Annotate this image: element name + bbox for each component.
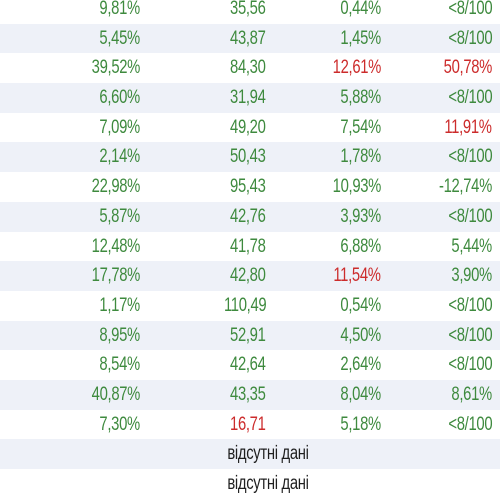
table-cell-c4: <8/100 (448, 354, 492, 376)
table-cell-c1: 5,87% (99, 205, 141, 227)
table-cell-c1: 1,17% (99, 294, 141, 316)
table-cell-c2: 42,64 (230, 354, 266, 376)
table-cell-c4: <8/100 (448, 413, 492, 435)
table-cell-c1: 39,52% (91, 57, 141, 79)
missing-data-row: відсутні дані (0, 469, 500, 499)
table-cell-c2: 84,30 (230, 57, 266, 79)
table-cell-c2: 42,80 (230, 265, 266, 287)
table-cell-c4: 3,90% (451, 265, 493, 287)
table-cell-c4: <8/100 (448, 0, 492, 19)
table-cell-c4: 8,61% (451, 383, 493, 405)
table-cell-c3: 4,50% (340, 324, 382, 346)
table-cell-c1: 7,30% (99, 413, 141, 435)
table-row: 12,48% 41,78 6,88% 5,44% (0, 232, 500, 262)
table-cell-c3: 6,88% (340, 235, 382, 257)
table-cell-c4: <8/100 (448, 294, 492, 316)
table-cell-c2: 49,20 (230, 116, 266, 138)
table-cell-c4: <8/100 (448, 146, 492, 168)
table-cell-c1: 6,60% (99, 87, 141, 109)
missing-data-label: відсутні дані (227, 443, 309, 465)
table-cell-c1: 40,87% (91, 383, 141, 405)
table-cell-c3: 2,64% (340, 354, 382, 376)
table-cell-c2: 95,43 (230, 176, 266, 198)
table-row: 2,14% 50,43 1,78% <8/100 (0, 142, 500, 173)
table-cell-c1: 2,14% (99, 146, 141, 168)
table-row: 8,54% 42,64 2,64% <8/100 (0, 350, 500, 380)
table-cell-c4: <8/100 (448, 324, 492, 346)
missing-data-label: відсутні дані (227, 473, 309, 494)
table-row: 22,98% 95,43 10,93% -12,74% (0, 172, 500, 202)
table-cell-c3: 1,45% (340, 27, 382, 49)
table-cell-c3: 0,44% (340, 0, 382, 19)
table-cell-c3: 5,18% (340, 413, 382, 435)
table-cell-c2: 31,94 (230, 87, 266, 109)
table-cell-c1: 8,54% (99, 354, 141, 376)
table-row: 7,09% 49,20 7,54% 11,91% (0, 113, 500, 143)
table-cell-c4: 11,91% (444, 116, 493, 138)
table-row: 8,95% 52,91 4,50% <8/100 (0, 320, 500, 351)
table-cell-c3: 0,54% (340, 294, 382, 316)
table-cell-c3: 11,54% (333, 265, 382, 287)
table-cell-c1: 22,98% (91, 176, 141, 198)
table-cell-c3: 12,61% (332, 57, 382, 79)
table-body: 9,81% 35,56 0,44% <8/100 5,45% 43,87 1,45% <8/1… (0, 0, 500, 440)
table-cell-c1: 7,09% (99, 116, 141, 138)
table-cell-c1: 5,45% (99, 27, 141, 49)
table-row: 17,78% 42,80 11,54% 3,90% (0, 261, 500, 291)
table-cell-c4: 50,78% (443, 57, 493, 79)
table-row: 40,87% 43,35 8,04% 8,61% (0, 379, 500, 410)
table-cell-c3: 8,04% (340, 383, 382, 405)
table-row: 1,17% 110,49 0,54% <8/100 (0, 291, 500, 321)
table-cell-c2: 43,35 (230, 383, 266, 405)
table-cell-c1: 17,78% (91, 265, 141, 287)
table-row: 39,52% 84,30 12,61% 50,78% (0, 53, 500, 83)
table-cell-c3: 7,54% (340, 116, 382, 138)
table-cell-c4: 5,44% (451, 235, 493, 257)
missing-data-rows: відсутні дані відсутні дані (0, 439, 500, 498)
table-cell-c4: <8/100 (448, 205, 492, 227)
table-row: 9,81% 35,56 0,44% <8/100 (0, 0, 500, 24)
table-cell-c4: <8/100 (448, 87, 492, 109)
table-cell-c4: <8/100 (448, 27, 492, 49)
table-cell-c3: 3,93% (340, 205, 382, 227)
table-cell-c2: 50,43 (230, 146, 266, 168)
table-row: 6,60% 31,94 5,88% <8/100 (0, 83, 500, 113)
table-row: 5,45% 43,87 1,45% <8/100 (0, 23, 500, 54)
table-row: 5,87% 42,76 3,93% <8/100 (0, 201, 500, 232)
table-cell-c3: 5,88% (340, 87, 382, 109)
missing-data-row: відсутні дані (0, 439, 500, 469)
table-cell-c4: -12,74% (438, 176, 492, 198)
table-cell-c2: 110,49 (223, 294, 267, 316)
table-cell-c2: 43,87 (230, 27, 266, 49)
table-cell-c3: 10,93% (332, 176, 382, 198)
table-cell-c2: 41,78 (230, 235, 266, 257)
table-cell-c3: 1,78% (340, 146, 382, 168)
table-cell-c2: 42,76 (230, 205, 266, 227)
table-cell-c2: 35,56 (230, 0, 266, 19)
table-cell-c2: 16,71 (230, 413, 266, 435)
table-cell-c2: 52,91 (230, 324, 266, 346)
table-cell-c1: 8,95% (99, 324, 141, 346)
table-row: 7,30% 16,71 5,18% <8/100 (0, 410, 500, 440)
table-cell-c1: 12,48% (91, 235, 141, 257)
table-cell-c1: 9,81% (99, 0, 141, 19)
